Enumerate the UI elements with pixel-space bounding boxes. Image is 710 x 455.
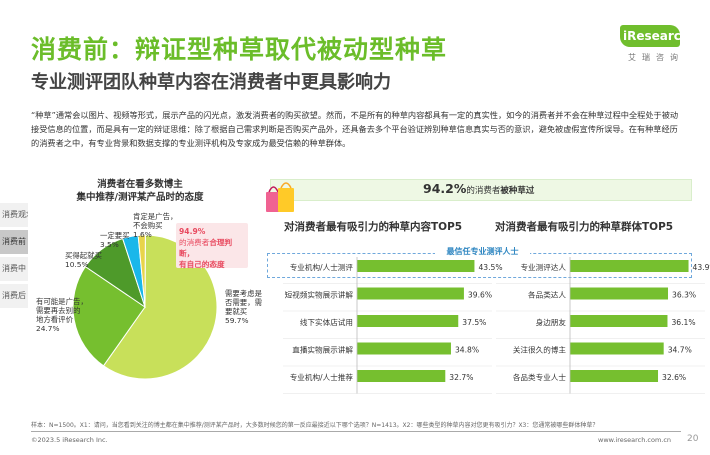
side-tabs: 消费观念 消费前 消费中 消费后 [0,203,28,311]
bar-value-1-1: 36.3% [672,291,696,300]
bar-value-1-3: 34.7% [668,346,692,355]
pie-callout-pre: 的消费者 [179,238,210,247]
trust-highlight-label: 最信任专业测评人士 [435,246,530,257]
side-tab-pre-purchase[interactable]: 消费前 [0,230,28,254]
pie-title-line-1: 消费者在看多数博主 [97,179,183,190]
pie-value-2: 10.5% [65,260,88,269]
bar-0-2 [357,315,459,327]
pie-callout-bold-1: 合理判断， [179,238,233,258]
sample-notes: 样本：N=1500。X1：请问，当您看到关注的博主都在集中推荐/测评某产品时，大… [31,422,599,429]
page-title: 消费前：辩证型种草取代被动型种草 [31,35,448,64]
bar-category-1-0: 专业测评达人 [520,262,566,272]
bar-category-0-3: 直播实物展示讲解 [292,345,353,355]
pie-callout-note: 94.9% 的消费者合理判断， 有自己的态度 [176,223,248,269]
bar-value-1-4: 32.6% [662,373,686,382]
banner-mid: 的消费者 [466,186,501,196]
side-tab-consumption-view[interactable]: 消费观念 [0,203,28,227]
pie-label-2-line-0: 买得起就买 [65,251,102,260]
pie-value-4: 1.6% [133,230,152,239]
pie-label-1-line-2: 地方看评价 [36,315,74,324]
bar-0-1 [357,287,464,300]
pie-slice-4 [137,234,146,308]
pie-label-0-line-0: 需要考虑是 [225,289,263,298]
pie-title-line-2: 集中推荐/测评某产品时的态度 [76,192,204,203]
banner-text: 94.2%的消费者被种草过 [423,181,534,196]
bar-1-3 [570,342,664,355]
bar-1-1 [570,287,669,300]
pie-value-3: 3.5% [100,240,119,249]
bar-0-0 [357,260,475,272]
intro-paragraph: “种草”通常会以图片、视频等形式，展示产品的闪光点，激发消费者的购买欲望。然而，… [31,110,679,149]
bar-value-0-1: 39.6% [468,291,492,300]
pie-label-0-line-2: 要就买 [225,307,247,316]
pie-callout-bold-2: 有自己的态度 [179,260,225,269]
pie-label-4-line-0: 肯定是广告， [133,212,177,221]
pie-label-0-line-1: 否需要，需 [225,298,262,307]
page-subtitle: 专业测评团队种草内容在消费者中更具影响力 [31,72,391,93]
bar-category-1-3: 关注很久的博主 [513,345,567,355]
bar-value-1-0: 43.9% [693,263,710,272]
pie-label-4-line-1: 不会购买 [133,221,163,230]
bar-value-0-3: 34.8% [455,346,479,355]
bar-0-3 [357,342,451,355]
bar-1-4 [570,370,659,382]
bar-category-0-4: 专业机构/人士推荐 [290,372,354,382]
shopping-bags-icon [266,182,294,212]
bar-value-0-0: 43.5% [478,263,502,272]
bar-value-1-2: 36.1% [671,318,695,327]
bar-category-1-4: 各品类专业人士 [513,372,567,382]
bar-value-0-4: 32.7% [449,373,473,382]
footer-rule [31,431,681,432]
pie-label-1-line-0: 有可能是广告， [36,297,88,306]
logo-cn-text: 艾瑞咨询 [628,53,684,62]
bar-0-4 [357,370,446,382]
top5-bar-charts: 专业机构/人士测评 43.5% 短视频实物展示讲解 39.6% 线下实体店试用 37.5%… [283,257,710,394]
side-tab-post-purchase[interactable]: 消费后 [0,284,28,308]
group-top5-title: 对消费者最有吸引力的种草群体TOP5 [495,221,674,233]
content-top5-title: 对消费者最有吸引力的种草内容TOP5 [284,221,463,233]
footer-copyright: ©2023.5 iResearch Inc. [31,436,108,444]
banner-value: 94.2% [423,181,467,196]
footer-website: www.iresearch.com.cn [598,436,672,444]
bar-1-2 [570,315,668,327]
bar-value-0-2: 37.5% [462,318,486,327]
pie-label-1-line-1: 需要再去别的 [36,306,80,315]
pie-chart-title: 消费者在看多数博主 集中推荐/测评某产品时的态度 [55,178,225,204]
logo-badge [620,25,680,47]
side-tab-in-purchase[interactable]: 消费中 [0,257,28,281]
page-number: 20 [687,434,699,444]
pie-value-0: 59.7% [225,316,248,325]
banner-bold: 被种草过 [500,186,535,196]
bar-1-0 [570,260,689,272]
bar-category-1-1: 各品类达人 [528,290,566,300]
bar-category-1-2: 身边朋友 [536,317,567,327]
bar-category-0-0: 专业机构/人士测评 [290,262,354,272]
pie-callout-pct: 94.9% [179,227,206,236]
bar-category-0-2: 线下实体店试用 [300,317,353,327]
iresearch-logo: iResearch 艾瑞咨询 [620,25,689,70]
bar-category-0-1: 短视频实物展示讲解 [285,290,354,300]
pie-slice-1 [72,265,146,367]
pie-value-1: 24.7% [36,324,59,333]
pie-label-3-line-0: 一定要买 [100,231,130,240]
logo-brand: iResearch [623,29,690,43]
